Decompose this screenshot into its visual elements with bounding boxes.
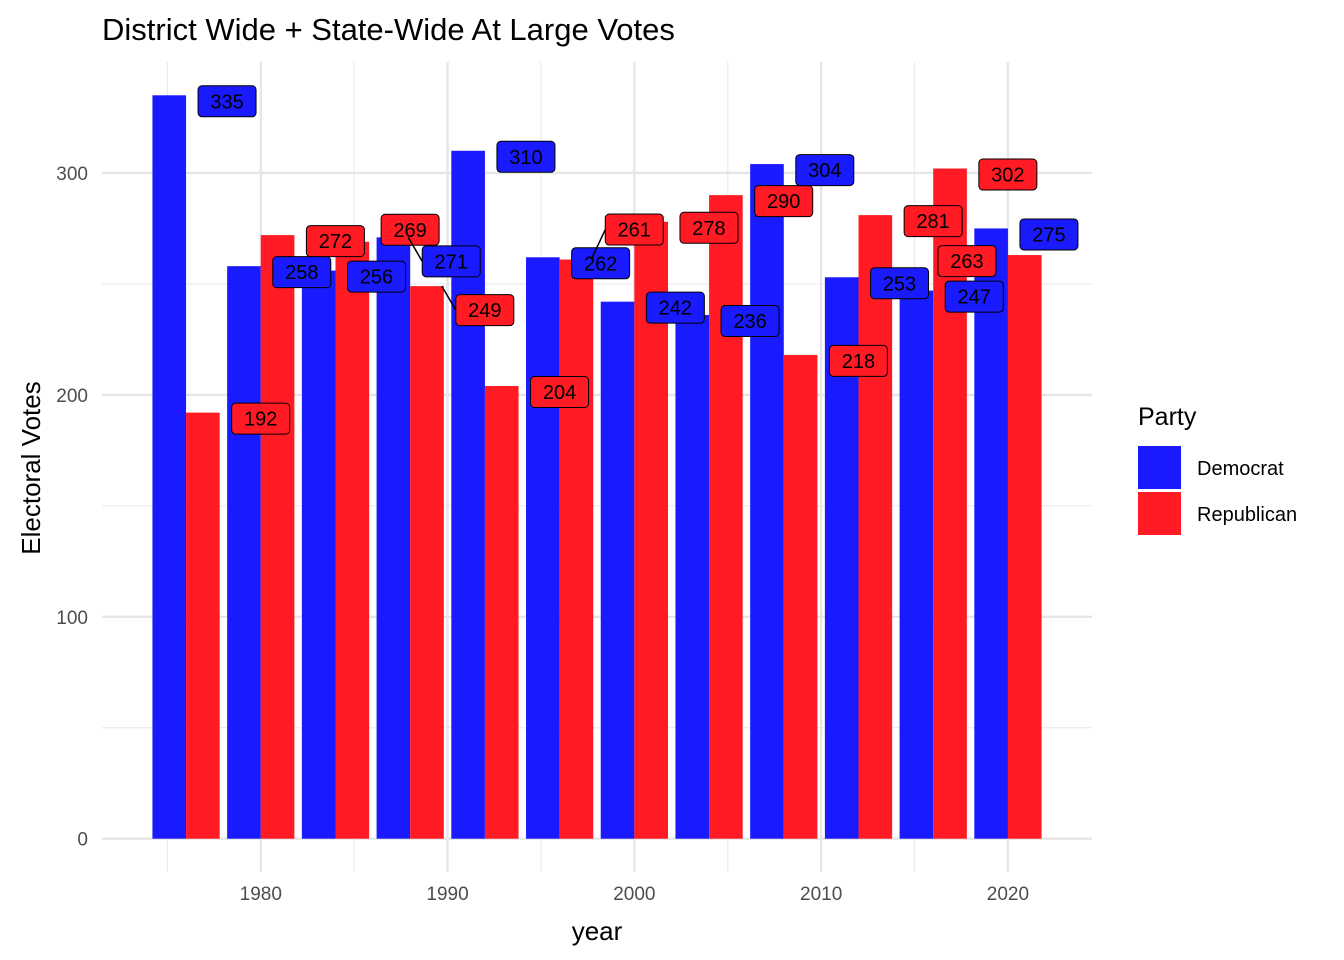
legend-swatch-democrat [1138,446,1181,489]
data-label-box [937,245,997,278]
data-label-connector [407,236,423,262]
bar-republican [634,221,668,839]
y-tick-label: 100 [56,608,88,629]
bar-democrat [376,237,411,839]
data-label-box [380,213,440,246]
bar-democrat [526,257,560,839]
data-label: 263 [950,251,983,273]
x-tick-labels: 1980 1990 2000 2010 2020 [240,884,1029,905]
legend-label-republican: Republican [1197,504,1297,526]
data-label-box [305,225,365,258]
data-label-box [870,267,930,300]
data-label-box [795,154,855,187]
data-label: 247 [958,287,991,309]
bar-republican [1007,255,1042,839]
bar-democrat [899,290,934,839]
data-label: 261 [618,220,651,242]
data-label: 204 [543,382,576,404]
bar-republican [260,235,295,839]
x-tick-label: 1990 [426,884,468,905]
x-tick-label: 2000 [613,884,655,905]
data-label: 253 [883,273,916,295]
data-label: 242 [659,298,692,320]
y-tick-label: 200 [56,386,88,407]
x-tick-label: 1980 [240,884,282,905]
data-label-box [571,247,631,280]
legend-label-democrat: Democrat [1197,458,1284,480]
bar-republican [933,168,967,839]
data-label-box [1019,218,1079,251]
bar-republican [410,286,444,839]
data-label-box [645,291,705,324]
chart-title: District Wide + State-Wide At Large Vote… [102,12,675,47]
bar-democrat [974,228,1008,839]
data-label: 249 [468,300,501,322]
data-label-box [455,294,515,327]
legend-swatch-republican [1138,492,1181,535]
data-label-box [828,344,888,377]
y-tick-labels: 0 100 200 300 [56,164,88,851]
x-tick-label: 2010 [800,884,842,905]
y-tick-label: 300 [56,164,88,185]
data-label: 236 [733,311,766,333]
data-label: 275 [1032,224,1065,246]
data-label: 290 [767,191,800,213]
data-label: 278 [692,218,725,240]
x-axis-title: year [572,916,623,946]
data-label-box [903,205,963,238]
data-label-box [754,185,814,218]
data-label: 258 [285,262,318,284]
data-label-box [346,260,406,293]
data-label-box [272,256,332,289]
data-label: 272 [319,231,352,253]
bars [152,95,1042,839]
bar-democrat [675,314,710,839]
data-label: 271 [435,251,468,273]
data-label: 269 [393,220,426,242]
legend-title: Party [1138,403,1197,431]
x-tick-label: 2020 [987,884,1029,905]
data-label: 262 [584,253,617,275]
data-label-connector [590,229,606,260]
data-label-box [421,245,481,278]
y-axis-title: Electoral Votes [16,381,46,554]
bar-democrat [227,266,261,839]
data-label: 218 [842,351,875,373]
data-label: 335 [210,91,243,113]
data-label-box [231,402,291,435]
bar-democrat [152,95,187,839]
data-label-connector [441,285,457,311]
data-label-box [944,280,1004,313]
data-label: 192 [244,409,277,431]
data-label: 281 [916,211,949,233]
bar-democrat [750,164,784,839]
bar-democrat [301,270,336,839]
bar-republican [335,241,370,839]
data-label-box [679,211,739,244]
data-label-box [720,304,780,337]
bar-republican [559,259,594,839]
bar-republican [709,195,743,839]
bar-republican [484,386,519,839]
y-tick-label: 0 [77,830,88,851]
bar-republican [186,412,220,839]
data-label-box [978,158,1038,191]
data-label-box [496,140,556,173]
bar-republican [858,215,893,839]
bar-democrat [600,301,635,839]
data-label: 256 [360,267,393,289]
data-label: 310 [509,147,542,169]
legend: Party Democrat Republican [1138,403,1297,535]
data-label-box [604,213,664,246]
data-label-box [197,85,257,118]
bar-republican [783,354,818,839]
data-label-box [530,376,590,408]
data-label: 302 [991,165,1024,187]
data-label: 304 [808,160,841,182]
